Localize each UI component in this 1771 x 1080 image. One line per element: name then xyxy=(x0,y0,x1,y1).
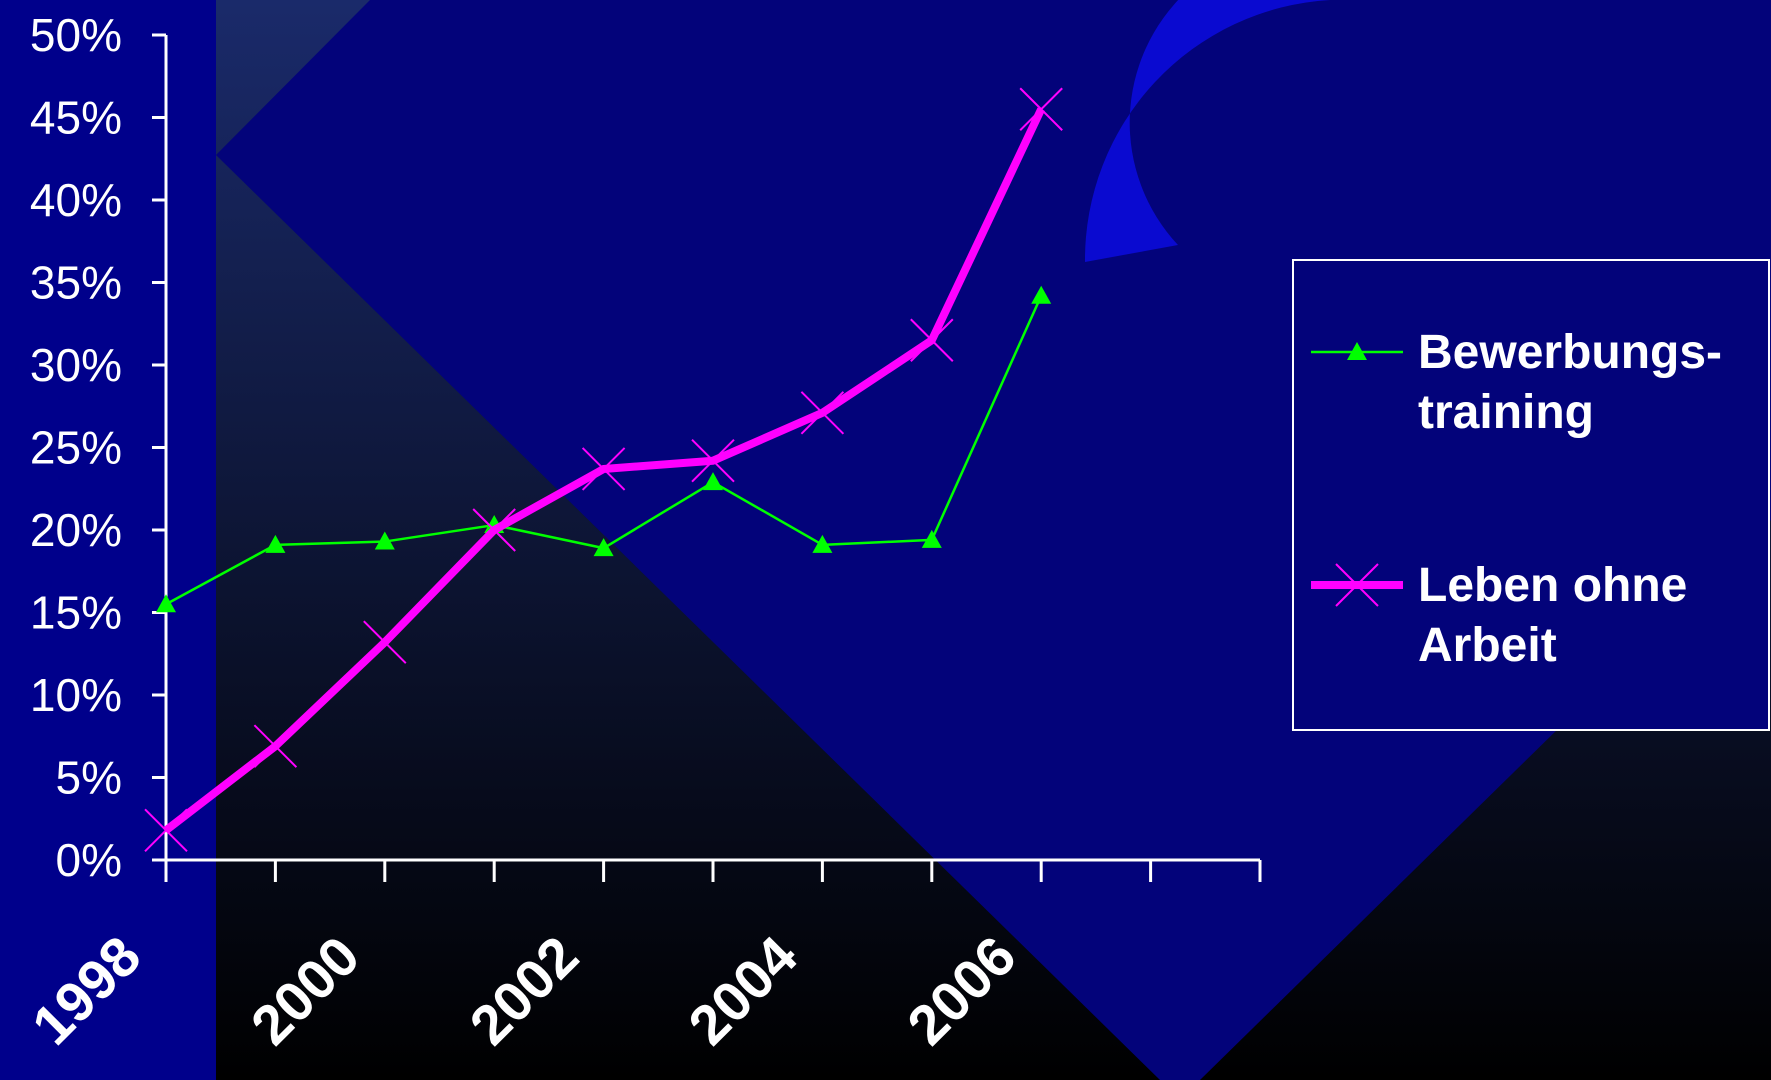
y-tick-label: 35% xyxy=(30,257,122,309)
data-point xyxy=(472,508,516,552)
y-tick-label: 50% xyxy=(30,9,122,61)
legend-entry-1: Bewerbungs-training xyxy=(1311,326,1722,439)
y-tick-label: 30% xyxy=(30,339,122,391)
legend-box xyxy=(1292,259,1770,731)
y-tick-label: 40% xyxy=(30,174,122,226)
y-tick-label: 20% xyxy=(30,504,122,556)
data-point xyxy=(800,391,845,435)
y-tick-label: 45% xyxy=(30,92,122,144)
y-tick-label: 15% xyxy=(30,587,122,639)
y-tick-label: 5% xyxy=(56,752,122,804)
data-point xyxy=(812,534,833,553)
data-point xyxy=(253,724,298,768)
legend-marker xyxy=(1335,563,1379,607)
data-point xyxy=(581,447,626,491)
legend-label: Leben ohne xyxy=(1418,559,1687,612)
y-tick-label: 0% xyxy=(56,834,122,886)
series-layer xyxy=(144,87,1063,853)
legend-label: Arbeit xyxy=(1418,619,1557,672)
legend: Bewerbungs-training Leben ohne Arbeit xyxy=(1292,259,1770,731)
legend-label: training xyxy=(1418,386,1594,439)
data-point xyxy=(156,594,176,613)
y-tick-label: 10% xyxy=(30,669,122,721)
legend-label: Bewerbungs- xyxy=(1418,326,1722,379)
data-point xyxy=(1031,285,1052,304)
data-point xyxy=(691,438,735,483)
legend-entry-2: Leben ohne Arbeit xyxy=(1311,559,1687,672)
series-2 xyxy=(144,87,1063,853)
data-point xyxy=(1019,87,1063,131)
legend-marker xyxy=(1347,342,1367,360)
data-point xyxy=(910,318,954,362)
data-point xyxy=(703,472,723,491)
data-point xyxy=(921,529,942,548)
series-1 xyxy=(156,285,1052,613)
y-tick-label: 25% xyxy=(30,422,122,474)
data-point xyxy=(374,531,395,550)
data-point xyxy=(363,620,407,664)
data-point xyxy=(144,808,188,853)
data-point xyxy=(265,534,286,553)
data-point xyxy=(593,538,614,557)
